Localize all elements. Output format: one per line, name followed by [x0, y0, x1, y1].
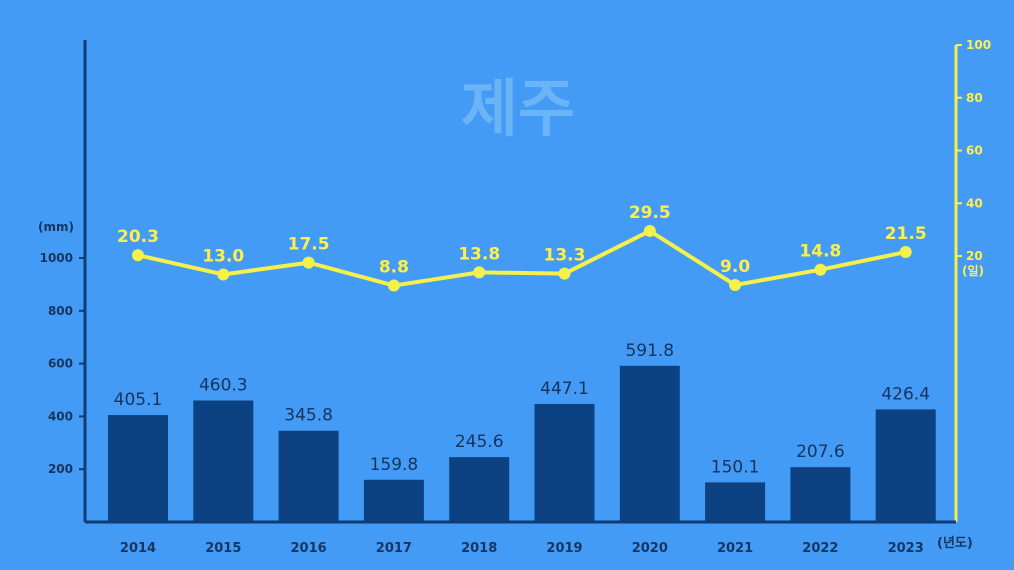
line-value-label: 13.0: [202, 246, 244, 266]
right-y-axis: 20 40 60 80 100: [954, 38, 991, 522]
line-point: [387, 279, 400, 292]
right-tick-label: 20: [966, 249, 983, 263]
bar: [449, 457, 510, 522]
bar-value-label: 245.6: [455, 432, 504, 452]
bar-value-label: 591.8: [625, 341, 674, 361]
line-value-label: 20.3: [117, 227, 159, 247]
x-axis-unit: (년도): [937, 536, 973, 551]
line-value-label: 29.5: [629, 203, 671, 223]
x-tick-label: 2020: [632, 541, 668, 556]
x-tick-label: 2017: [376, 541, 412, 556]
line-value-label: 13.3: [544, 246, 586, 266]
right-tick-label: 60: [966, 144, 983, 158]
line-value-label: 21.5: [885, 224, 927, 244]
bar-value-label: 405.1: [114, 390, 163, 410]
right-axis-unit: (일): [962, 264, 984, 278]
x-tick-label: 2014: [120, 541, 156, 556]
bar: [108, 415, 168, 522]
left-tick-label: 1000: [40, 251, 73, 265]
line-value-label: 9.0: [720, 257, 750, 277]
line-point: [558, 267, 571, 280]
x-tick-label: 2016: [291, 541, 327, 556]
line-point: [899, 246, 912, 259]
line-value-label: 17.5: [288, 235, 330, 255]
line-value-label: 13.8: [458, 244, 500, 264]
line-point: [643, 224, 656, 237]
line-point: [473, 266, 486, 279]
bar: [363, 479, 424, 522]
x-tick-label: 2023: [888, 541, 924, 556]
line-point: [814, 263, 827, 276]
left-tick-label: 800: [48, 304, 73, 318]
x-tick-label: 2022: [802, 541, 838, 556]
line-point: [729, 279, 742, 292]
line-point: [132, 249, 144, 262]
bar-series: 405.1 460.3 345.8 159.8 245.6 447.1 591.8 150.1…: [108, 341, 936, 522]
left-tick-label: 600: [48, 357, 73, 371]
bar: [790, 467, 851, 522]
bar: [705, 482, 766, 522]
left-axis-unit: (mm): [38, 220, 74, 234]
chart-title: 제주: [461, 72, 575, 145]
bar: [619, 365, 680, 522]
line-value-label: 14.8: [799, 242, 841, 262]
x-tick-label: 2018: [461, 541, 497, 556]
bar-value-label: 426.4: [881, 384, 930, 404]
bar-value-label: 207.6: [796, 442, 845, 462]
right-tick-label: 100: [966, 38, 991, 52]
left-y-axis: 200 400 600 800 1000: [40, 40, 87, 522]
line-point: [302, 256, 315, 269]
bar-value-label: 460.3: [199, 375, 248, 395]
bar-value-label: 150.1: [711, 457, 760, 477]
right-tick-label: 80: [966, 91, 983, 105]
bar: [278, 430, 339, 522]
right-tick-label: 40: [966, 196, 983, 210]
x-tick-label: 2019: [546, 541, 582, 556]
bar: [534, 403, 595, 522]
line-value-label: 8.8: [379, 258, 409, 278]
x-tick-label: 2015: [205, 541, 241, 556]
x-axis: 2014 2015 2016 2017 2018 2019 2020 2021 2022 2023: [85, 520, 956, 556]
bar-value-label: 345.8: [284, 406, 333, 426]
x-tick-label: 2021: [717, 541, 753, 556]
line-series: 20.3 13.0 17.5 8.8 13.8 13.3 29.5 9.0 14.8 21.5: [117, 203, 927, 292]
bar-value-label: 159.8: [370, 455, 419, 475]
line-point: [217, 268, 230, 281]
left-tick-label: 200: [48, 462, 73, 476]
left-tick-label: 400: [48, 409, 73, 423]
line-path: [137, 228, 907, 288]
bar-value-label: 447.1: [540, 379, 589, 399]
bar: [193, 400, 254, 522]
bar: [875, 409, 936, 522]
